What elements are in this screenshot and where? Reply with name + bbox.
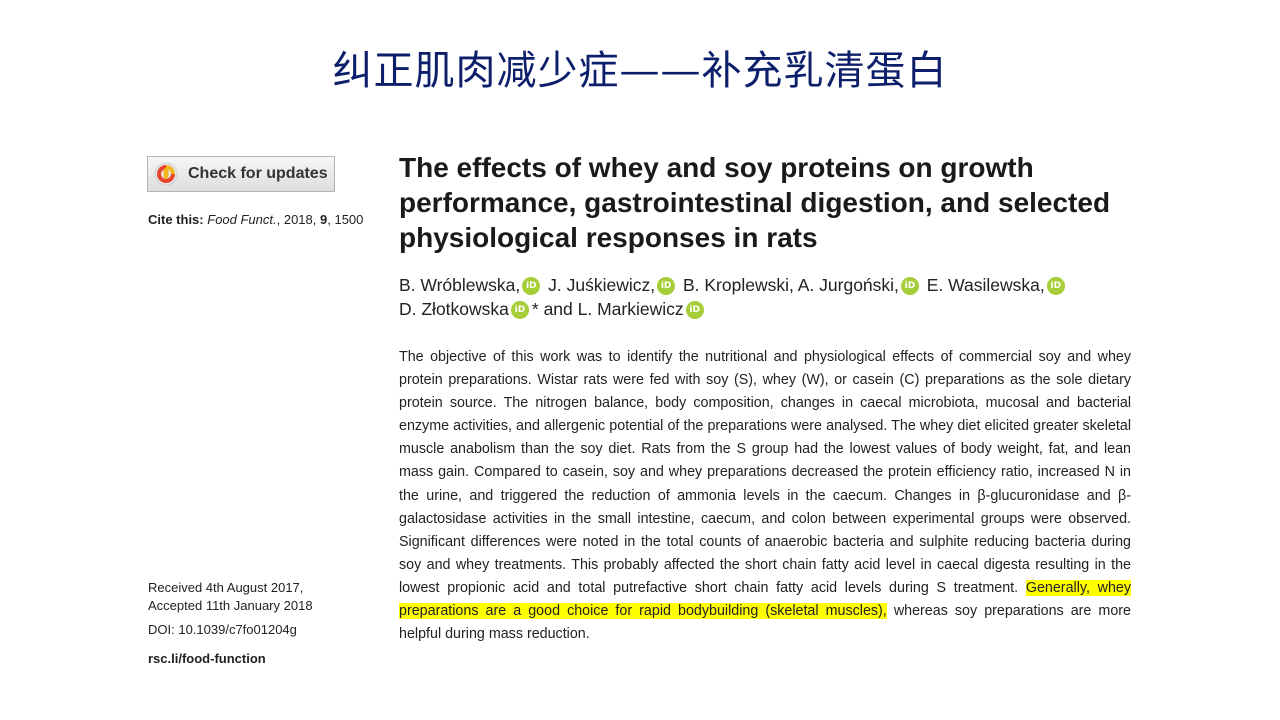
cite-volume: 9 xyxy=(320,212,328,227)
orcid-icon[interactable]: iD xyxy=(1046,277,1065,295)
author-name: L. Markiewicz xyxy=(577,299,684,319)
author-name: A. Jurgoński, xyxy=(797,275,899,295)
author-name: J. Juśkiewicz, xyxy=(548,275,656,295)
cite-journal: Food Funct. xyxy=(207,212,277,227)
author-name: E. Wasilewska, xyxy=(926,275,1045,295)
abstract: The objective of this work was to identi… xyxy=(399,346,1132,646)
received-dates: Received 4th August 2017, Accepted 11th … xyxy=(148,579,313,615)
check-updates-icon xyxy=(154,162,178,186)
citation: Cite this: Food Funct., 2018, 9, 1500 xyxy=(148,212,363,227)
author-suffix: * and xyxy=(531,299,573,319)
check-updates-label: Check for updates xyxy=(188,165,328,182)
journal-link[interactable]: rsc.li/food-function xyxy=(148,651,266,666)
orcid-icon[interactable]: iD xyxy=(522,277,541,295)
received-date: Received 4th August 2017, xyxy=(148,580,304,595)
author-name: B. Kroplewski, xyxy=(682,275,794,295)
author-name: D. Złotkowska xyxy=(399,299,509,319)
abstract-end: whereas soy preparations are more helpfu… xyxy=(399,603,1131,643)
cite-year: , 2018, xyxy=(276,212,317,227)
orcid-icon[interactable]: iD xyxy=(510,301,529,319)
orcid-icon[interactable]: iD xyxy=(657,277,676,295)
slide-title: 纠正肌肉减少症——补充乳清蛋白 xyxy=(332,48,948,94)
author-list: B. Wróblewska, iD J. Juśkiewicz, iD B. Kro… xyxy=(399,273,1139,321)
check-for-updates-button[interactable]: Check for updates xyxy=(147,156,335,192)
orcid-icon[interactable]: iD xyxy=(685,301,704,319)
article-title: The effects of whey and soy proteins on … xyxy=(399,152,1111,253)
accepted-date: Accepted 11th January 2018 xyxy=(148,598,313,613)
author-name: B. Wróblewska, xyxy=(399,275,521,295)
cite-prefix: Cite this: xyxy=(148,212,204,227)
doi[interactable]: DOI: 10.1039/c7fo01204g xyxy=(148,622,297,637)
orcid-icon[interactable]: iD xyxy=(900,277,919,295)
abstract-text: The objective of this work was to identi… xyxy=(399,349,1131,596)
cite-page: , 1500 xyxy=(327,212,364,227)
